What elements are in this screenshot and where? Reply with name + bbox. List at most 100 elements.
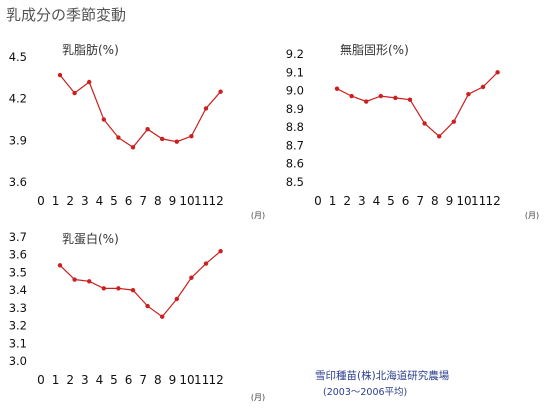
data-point [203, 106, 209, 111]
x-tick-label: 2 [66, 194, 74, 208]
y-tick-label: 3.6 [9, 175, 27, 189]
x-tick-label: 12 [209, 373, 224, 387]
data-point [218, 89, 223, 94]
x-tick-label: 5 [110, 373, 118, 387]
data-point [57, 263, 63, 268]
x-tick-label: 2 [343, 194, 351, 208]
data-point [218, 248, 223, 254]
x-tick-label: 11 [194, 373, 209, 387]
page-title: 乳成分の季節変動 [6, 6, 127, 24]
source-period: (2003～2006平均) [323, 387, 408, 398]
x-tick-label: 10 [456, 194, 471, 208]
x-tick-label: 8 [154, 194, 162, 208]
y-tick-label: 3.7 [9, 230, 27, 244]
source-credit: 雪印種苗(株)北海道研究農場 [315, 370, 450, 382]
data-point [334, 86, 340, 91]
y-tick-label: 8.5 [286, 175, 304, 189]
y-tick-label: 3.3 [9, 301, 27, 315]
data-point [116, 135, 121, 140]
x-axis-unit: (月) [525, 211, 539, 220]
data-point [145, 303, 150, 309]
data-point [189, 133, 194, 139]
y-tick-label: 4.2 [9, 92, 27, 106]
y-tick-label: 9.2 [286, 47, 304, 61]
x-tick-label: 12 [209, 194, 224, 208]
x-tick-label: 4 [96, 194, 104, 208]
y-tick-label: 3.1 [9, 336, 27, 350]
data-point [87, 279, 92, 284]
x-tick-label: 4 [373, 194, 381, 208]
y-tick-label: 3.2 [9, 319, 27, 333]
y-tick-label: 8.6 [286, 157, 304, 171]
x-tick-label: 5 [387, 194, 395, 208]
x-tick-label: 9 [446, 194, 454, 208]
x-axis-unit: (月) [251, 393, 265, 402]
data-point [101, 117, 107, 122]
chart-title: 乳脂肪(%) [62, 42, 119, 57]
y-tick-label: 3.5 [9, 265, 27, 279]
data-point [57, 72, 63, 78]
x-tick-label: 3 [81, 194, 89, 208]
data-point [130, 145, 136, 150]
data-point [130, 287, 136, 293]
data-point [189, 275, 194, 280]
data-point [466, 92, 471, 97]
x-tick-label: 5 [110, 194, 118, 208]
data-point [87, 79, 92, 85]
data-point [174, 139, 179, 144]
x-tick-label: 8 [431, 194, 439, 208]
data-point [407, 97, 413, 102]
x-tick-label: 0 [314, 194, 322, 208]
data-point [378, 93, 383, 99]
data-point [422, 121, 427, 126]
data-point [364, 99, 369, 104]
x-tick-label: 12 [486, 194, 501, 208]
x-tick-label: 0 [37, 194, 45, 208]
x-tick-label: 2 [66, 373, 74, 387]
y-tick-label: 3.9 [9, 133, 27, 147]
data-point [145, 127, 150, 132]
x-tick-label: 10 [179, 373, 194, 387]
x-tick-label: 1 [52, 194, 60, 208]
x-tick-label: 11 [471, 194, 486, 208]
data-point [451, 119, 456, 124]
x-tick-label: 4 [96, 373, 104, 387]
data-point [72, 90, 77, 96]
x-tick-label: 1 [329, 194, 337, 208]
data-point [393, 95, 398, 101]
x-tick-label: 6 [402, 194, 410, 208]
y-tick-label: 3.6 [9, 248, 27, 262]
series-line [59, 250, 221, 318]
x-tick-label: 9 [169, 373, 177, 387]
data-point [349, 93, 354, 99]
x-tick-label: 11 [194, 194, 209, 208]
data-point [101, 286, 107, 291]
x-tick-label: 8 [154, 373, 162, 387]
x-tick-label: 3 [358, 194, 366, 208]
x-tick-label: 7 [416, 194, 424, 208]
chart-title: 無脂固形(%) [340, 42, 409, 57]
data-point [480, 84, 486, 90]
data-point [495, 70, 500, 75]
x-tick-label: 3 [81, 373, 89, 387]
x-tick-label: 10 [179, 194, 194, 208]
y-tick-label: 3.4 [9, 283, 27, 297]
x-tick-label: 9 [169, 194, 177, 208]
data-point [174, 296, 179, 302]
data-point [160, 314, 165, 319]
x-tick-label: 7 [139, 194, 147, 208]
data-point [160, 136, 165, 142]
x-tick-label: 6 [125, 373, 133, 387]
chart-title: 乳蛋白(%) [62, 231, 119, 246]
data-point [72, 277, 77, 282]
data-point [437, 134, 442, 139]
x-tick-label: 1 [52, 373, 60, 387]
data-point [116, 286, 121, 291]
x-tick-label: 6 [125, 194, 133, 208]
y-tick-label: 8.8 [286, 120, 304, 134]
y-tick-label: 8.9 [286, 102, 304, 116]
data-point [203, 261, 209, 266]
